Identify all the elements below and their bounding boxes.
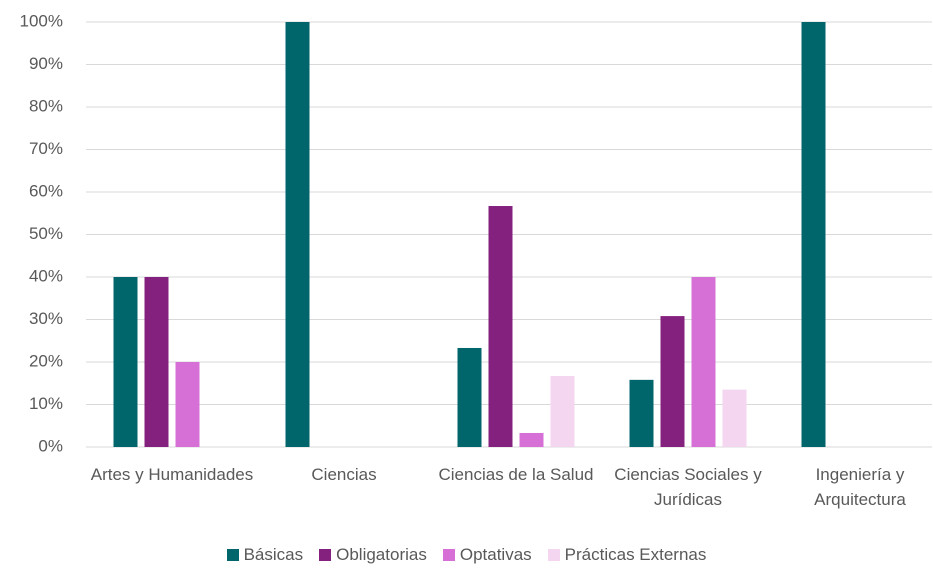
- y-tick-label: 50%: [29, 224, 63, 243]
- legend-item: Básicas: [226, 545, 304, 565]
- legend-item: Optativas: [442, 545, 532, 565]
- bar: [550, 376, 575, 447]
- y-tick-label: 0%: [38, 436, 63, 455]
- y-tick-label: 40%: [29, 266, 63, 285]
- legend-swatch: [442, 549, 455, 561]
- legend-swatch: [319, 549, 332, 561]
- y-tick-label: 90%: [29, 54, 63, 73]
- x-tick-label: Ingeniería y Arquitectura: [814, 465, 906, 509]
- x-tick-label: Ciencias Sociales y Jurídicas: [614, 465, 762, 509]
- bar: [285, 22, 310, 447]
- y-tick-label: 30%: [29, 309, 63, 328]
- y-tick-label: 100%: [20, 11, 63, 30]
- bar: [691, 277, 716, 447]
- bar: [457, 347, 482, 447]
- y-tick-label: 10%: [29, 394, 63, 413]
- bar: [144, 277, 169, 447]
- bar: [519, 432, 544, 447]
- y-tick-label: 60%: [29, 181, 63, 200]
- bar: [629, 379, 654, 447]
- x-tick-label: Artes y Humanidades: [90, 465, 254, 484]
- x-tick-label: Ciencias de la Salud: [438, 465, 594, 484]
- legend-swatch: [547, 549, 560, 561]
- x-tick-label: Ciencias: [311, 465, 377, 484]
- bar: [175, 362, 200, 447]
- bar: [113, 277, 138, 447]
- legend-item: Prácticas Externas: [547, 545, 707, 565]
- y-tick-label: 20%: [29, 351, 63, 370]
- legend-label: Obligatorias: [336, 545, 427, 564]
- bar: [488, 206, 513, 447]
- legend-item: Obligatorias: [319, 545, 427, 565]
- legend-label: Básicas: [243, 545, 304, 564]
- legend-label: Prácticas Externas: [564, 545, 707, 564]
- y-tick-label: 80%: [29, 96, 63, 115]
- y-tick-label: 70%: [29, 139, 63, 158]
- legend: Básicas Obligatorias Optativas Prácticas Ex…: [0, 545, 933, 565]
- bar: [722, 389, 747, 447]
- bar: [660, 316, 685, 447]
- legend-swatch: [226, 549, 239, 561]
- legend-label: Optativas: [459, 545, 532, 564]
- bar: [801, 22, 826, 447]
